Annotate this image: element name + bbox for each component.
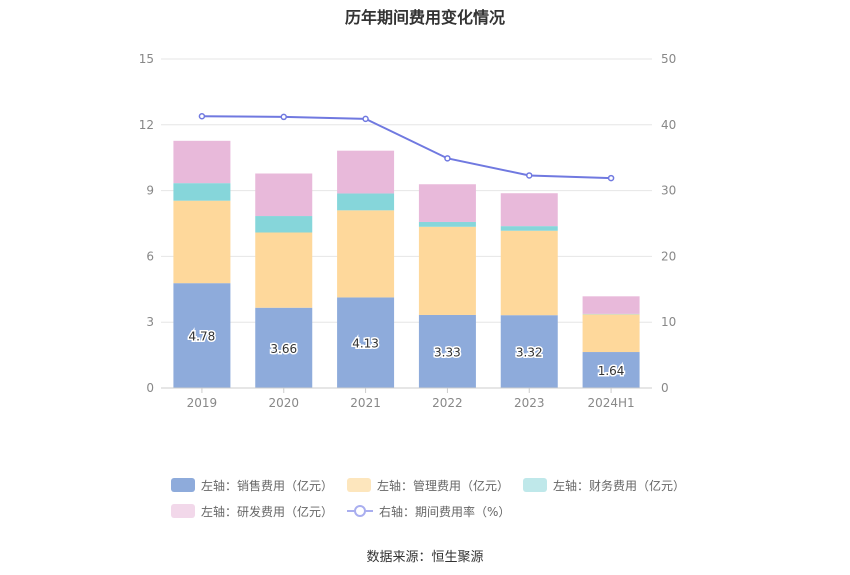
bar-segment-0 — [582, 352, 640, 388]
expense-ratio-point — [280, 113, 287, 121]
left-tick-label: 12 — [139, 118, 154, 132]
bar-segment-3 — [337, 150, 395, 194]
expense-ratio-line — [201, 115, 612, 180]
right-tick-label: 10 — [661, 315, 676, 329]
left-tick-label: 6 — [146, 249, 154, 263]
bar-data-label: 4.78 — [189, 330, 216, 344]
bar-segment-1 — [500, 230, 558, 316]
bar-segment-2 — [418, 221, 476, 227]
left-tick-label: 15 — [139, 52, 154, 66]
legend-label-expense-ratio: 右轴：期间费用率（%） — [379, 504, 511, 519]
left-tick-label: 9 — [146, 184, 154, 198]
x-tick-label: 2023 — [514, 396, 545, 410]
chart-title: 历年期间费用变化情况 — [344, 8, 505, 27]
legend-swatch-admin — [347, 478, 372, 492]
bar-segment-2 — [337, 193, 395, 211]
legend-swatch-sales — [171, 478, 195, 492]
bar-data-label: 1.64 — [598, 364, 625, 378]
bar-segment-3 — [582, 296, 640, 314]
legend-item-expense-ratio[interactable]: 右轴：期间费用率（%） — [347, 503, 510, 520]
x-tick-label: 2021 — [350, 396, 381, 410]
chart-plot: 0 3 6 9 12 15 0 10 20 30 40 50 2019 2020 2021 2022 202… — [139, 52, 677, 410]
expense-ratio-point — [526, 172, 533, 179]
legend-label-rnd: 左轴：研发费用（亿元） — [201, 504, 334, 519]
bar-segment-0 — [337, 297, 395, 388]
legend-label-finance: 左轴：财务费用（亿元） — [553, 478, 686, 493]
bar-segment-0 — [418, 314, 476, 388]
bar-segment-3 — [255, 173, 313, 217]
legend-line-icon — [347, 505, 374, 517]
right-tick-label: 30 — [661, 184, 676, 198]
legend: 左轴：销售费用（亿元） 左轴：管理费用（亿元） 左轴：财务费用（亿元） 左轴：研… — [171, 472, 691, 524]
expense-ratio-point — [444, 155, 451, 162]
x-tick-label: 2022 — [432, 396, 463, 410]
expense-ratio-point — [362, 115, 369, 123]
legend-label-sales: 左轴：销售费用（亿元） — [201, 478, 334, 493]
bar-segment-3 — [173, 140, 231, 184]
right-tick-label: 40 — [661, 118, 676, 132]
right-tick-label: 0 — [661, 381, 669, 395]
bar-segment-1 — [255, 232, 313, 308]
bar-segment-2 — [173, 183, 231, 201]
bar-segment-3 — [500, 193, 558, 227]
bar-segment-0 — [173, 283, 231, 388]
bar-segment-0 — [500, 315, 558, 388]
bar-segment-2 — [500, 226, 558, 231]
right-tick-label: 50 — [661, 52, 676, 66]
left-tick-label: 3 — [146, 315, 154, 329]
bar-data-label: 4.13 — [352, 337, 379, 351]
right-tick-label: 20 — [661, 249, 676, 263]
bar-segment-1 — [582, 314, 640, 353]
bar-segment-2 — [255, 216, 313, 233]
legend-item-sales[interactable]: 左轴：销售费用（亿元） — [171, 477, 333, 494]
expense-ratio-point — [607, 174, 615, 182]
bar-segment-1 — [173, 200, 231, 284]
bar-segment-0 — [255, 307, 313, 388]
bar-data-label: 3.32 — [516, 346, 543, 360]
x-tick-label: 2019 — [187, 396, 218, 410]
bar-segment-3 — [418, 184, 476, 222]
legend-swatch-finance — [523, 478, 548, 492]
bar-data-label: 3.33 — [434, 345, 461, 359]
legend-item-admin[interactable]: 左轴：管理费用（亿元） — [347, 477, 509, 494]
legend-swatch-rnd — [171, 504, 195, 518]
legend-item-rnd[interactable]: 左轴：研发费用（亿元） — [171, 503, 333, 520]
bar-data-label: 3.66 — [270, 342, 297, 356]
x-tick-label: 2024H1 — [587, 396, 634, 410]
expense-ratio-point — [198, 112, 206, 120]
legend-label-admin: 左轴：管理费用（亿元） — [377, 478, 510, 493]
left-tick-label: 0 — [146, 381, 154, 395]
data-source: 数据来源：恒生聚源 — [366, 550, 484, 565]
legend-item-finance[interactable]: 左轴：财务费用（亿元） — [523, 477, 685, 494]
bar-segment-1 — [337, 210, 395, 298]
x-tick-label: 2020 — [268, 396, 299, 410]
bar-segment-1 — [418, 226, 476, 315]
